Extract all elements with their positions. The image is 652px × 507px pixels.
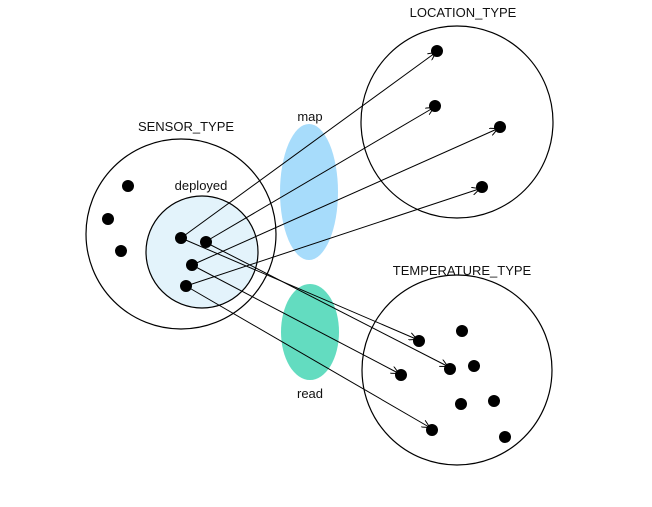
read-arrow [185, 285, 429, 427]
temperature-element-dot [395, 369, 407, 381]
sensor-element-dot [102, 213, 114, 225]
location-element-dot [431, 45, 443, 57]
map-arrow [204, 108, 433, 243]
temperature-element-dot [413, 335, 425, 347]
map-relation-label: map [297, 109, 322, 124]
temperature-element-dot [444, 363, 456, 375]
map-arrow [180, 53, 435, 239]
sensor-type-label: SENSOR_TYPE [138, 119, 234, 134]
temperature-type-set [361, 274, 553, 466]
temperature-element-dot [488, 395, 500, 407]
location-element-dot [429, 100, 441, 112]
map-arrows [180, 53, 497, 287]
sensor-elements [102, 180, 212, 292]
temperature-type-label: TEMPERATURE_TYPE [393, 263, 532, 278]
deployed-element-dot [175, 232, 187, 244]
map-relation-oval [280, 124, 338, 260]
temperature-element-dot [426, 424, 438, 436]
deployed-label: deployed [175, 178, 228, 193]
temperature-element-dot [468, 360, 480, 372]
location-element-dot [494, 121, 506, 133]
read-arrow [180, 237, 416, 339]
deployed-element-dot [180, 280, 192, 292]
map-arrow [185, 189, 479, 287]
deployed-element-dot [186, 259, 198, 271]
temperature-element-dot [456, 325, 468, 337]
sensor-element-dot [122, 180, 134, 192]
read-relation-oval [281, 284, 339, 380]
deployed-subset [145, 195, 259, 309]
sensor-type-set [85, 138, 277, 330]
temperature-elements [395, 325, 511, 443]
temperature-element-dot [455, 398, 467, 410]
deployed-element-dot [200, 236, 212, 248]
location-elements [429, 45, 506, 193]
sensor-element-dot [115, 245, 127, 257]
location-type-label: LOCATION_TYPE [410, 5, 517, 20]
read-relation-label: read [297, 386, 323, 401]
read-arrow [191, 264, 398, 373]
location-element-dot [476, 181, 488, 193]
map-arrow [191, 129, 497, 266]
read-arrows [180, 237, 447, 427]
temperature-element-dot [499, 431, 511, 443]
read-arrow [204, 241, 447, 366]
location-type-set [360, 25, 554, 219]
